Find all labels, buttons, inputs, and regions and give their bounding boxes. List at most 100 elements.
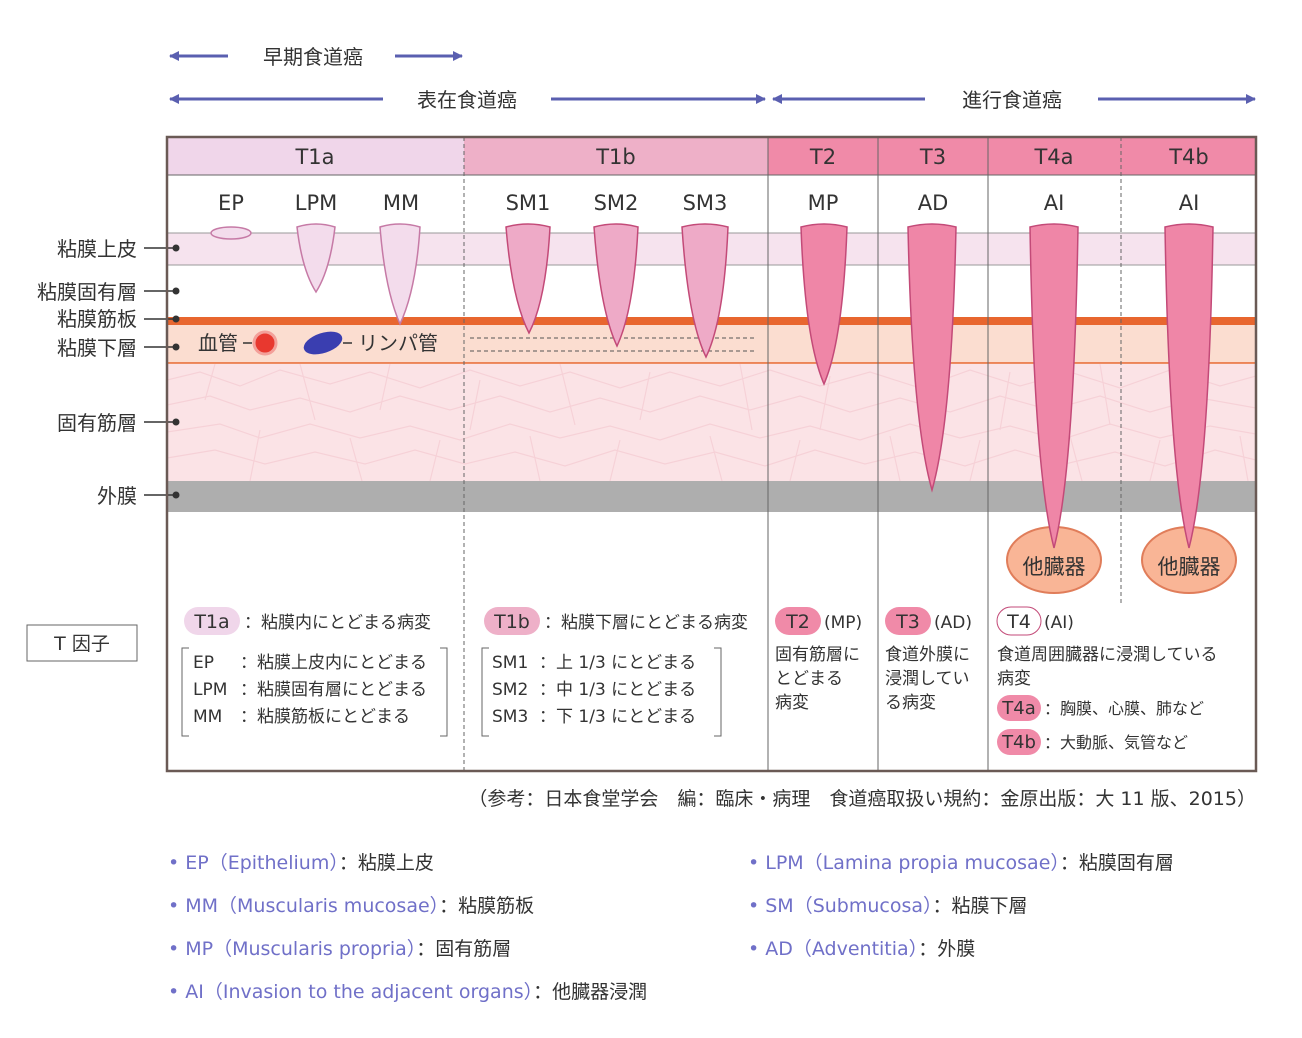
desc-t1b-item-0: ：上 1/3 にとどまる — [539, 653, 696, 673]
desc-t1a: T1a ：粘膜内にとどまる病変 EP ：粘膜上皮内にとどまる LPM ：粘膜固有… — [181, 607, 448, 737]
t-factor-box — [26, 624, 138, 662]
tumors: 他臓器 他臓器 — [210, 223, 1237, 594]
badge-t4b: T4b — [1001, 732, 1036, 753]
subheader-sm3: SM3 — [683, 191, 728, 215]
t1a-header-bg — [167, 137, 464, 175]
subheader-mp: MP — [808, 191, 839, 215]
column-dividers — [463, 137, 1122, 771]
glossary-ai: • AI（Invasion to the adjacent organs）：他臓… — [168, 981, 648, 1003]
subheader-lpm: LPM — [295, 191, 337, 215]
badge-t1b: T1b — [493, 611, 530, 633]
lymph-vessel-label: リンパ管 — [358, 331, 438, 355]
desc-t2-line-2: 病変 — [775, 693, 809, 713]
desc-t4: T4 (AI) 食道周囲臓器に浸潤している 病変 T4a ：胸膜、心膜、肺など … — [996, 606, 1218, 755]
tumor-sm2 — [593, 223, 639, 348]
superficial-cancer-label: 表在食道癌 — [417, 88, 517, 112]
desc-t1b: T1b ：粘膜下層にとどまる病変 SM1 ：上 1/3 にとどまる SM2 ：中… — [481, 607, 748, 737]
lymph-vessel — [303, 331, 343, 355]
desc-t4-abbr: (AI) — [1044, 613, 1074, 633]
desc-t1a-code-0: EP — [193, 653, 214, 673]
desc-t1b-code-2: SM3 — [492, 707, 528, 727]
desc-t1a-code-1: LPM — [193, 680, 227, 700]
desc-t1a-code-2: MM — [193, 707, 222, 727]
desc-t4a-text: ：胸膜、心膜、肺など — [1044, 699, 1204, 718]
desc-t4-line-1: 病変 — [997, 669, 1031, 689]
desc-t3-abbr: (AD) — [934, 613, 972, 633]
desc-t1b-code-0: SM1 — [492, 653, 528, 673]
reference-citation: （参考：日本食堂学会 編：臨床・病理 食道癌取扱い規約：金原出版：大 11 版、… — [468, 788, 1256, 810]
col-header-t2: T2 — [809, 145, 836, 169]
organ-label-t4a: 他臓器 — [1023, 555, 1086, 579]
label-lamina-propria: 粘膜固有層 — [37, 280, 137, 304]
desc-t1a-item-0: ：粘膜上皮内にとどまる — [240, 653, 427, 673]
desc-t3-line-1: 浸潤してい — [885, 669, 970, 689]
glossary-ep: • EP（Epithelium）：粘膜上皮 — [168, 852, 434, 874]
tumor-mp — [800, 223, 848, 386]
desc-t4-line-0: 食道周囲臓器に浸潤している — [997, 645, 1218, 665]
desc-t1a-item-2: ：粘膜筋板にとどまる — [240, 707, 410, 727]
layer-labels: 粘膜上皮 粘膜固有層 粘膜筋板 粘膜下層 固有筋層 外膜 — [37, 237, 180, 508]
subheader-sm2: SM2 — [594, 191, 639, 215]
badge-t2: T2 — [785, 611, 810, 633]
subheader-sm1: SM1 — [506, 191, 551, 215]
glossary-lpm: • LPM（Lamina propia mucosae）：粘膜固有層 — [748, 852, 1174, 874]
desc-t2: T2 (MP) 固有筋層に とどまる 病変 — [775, 607, 862, 713]
desc-t2-line-0: 固有筋層に — [775, 645, 860, 665]
badge-t3: T3 — [895, 611, 920, 633]
subheader-ai-t4b: AI — [1179, 191, 1200, 215]
desc-t4b-text: ：大動脈、気管など — [1044, 733, 1188, 752]
muscularis-propria-layer — [167, 364, 1256, 481]
early-cancer-arrow: 早期食道癌 — [169, 45, 463, 69]
tumor-mm — [379, 223, 421, 326]
desc-t1b-text: ：粘膜下層にとどまる病変 — [544, 613, 748, 633]
badge-t4: T4 — [1006, 611, 1031, 633]
glossary-mp: • MP（Muscularis propria）：固有筋層 — [168, 938, 512, 960]
subheader-ep: EP — [218, 191, 244, 215]
desc-t1b-item-1: ：中 1/3 にとどまる — [539, 680, 696, 700]
tumor-sm1 — [505, 223, 551, 335]
desc-t1b-item-2: ：下 1/3 にとどまる — [539, 707, 696, 727]
blood-vessel — [252, 330, 278, 356]
t1b-header-bg — [464, 137, 768, 175]
superficial-cancer-arrow: 表在食道癌 — [169, 88, 766, 112]
desc-t3-line-2: る病変 — [885, 693, 936, 713]
label-muscularis-mucosae: 粘膜筋板 — [57, 307, 137, 331]
desc-t1a-item-1: ：粘膜固有層にとどまる — [240, 680, 427, 700]
label-submucosa: 粘膜下層 — [57, 336, 137, 360]
t-factor-label: T 因子 — [53, 633, 110, 655]
glossary-mm: • MM（Muscularis mucosae）：粘膜筋板 — [168, 895, 535, 917]
desc-t1a-text: ：粘膜内にとどまる病変 — [244, 613, 431, 633]
desc-t2-line-1: とどまる — [775, 669, 843, 689]
adventitia-band — [167, 481, 1256, 512]
tumor-ai-t4a — [1029, 223, 1079, 549]
col-header-t3: T3 — [919, 145, 946, 169]
desc-t3: T3 (AD) 食道外膜に 浸潤してい る病変 — [885, 607, 972, 713]
diagram-frame — [165, 135, 1258, 773]
desc-t1b-code-1: SM2 — [492, 680, 528, 700]
glossary-sm: • SM（Submucosa）：粘膜下層 — [748, 895, 1028, 917]
vessels: 血管 リンパ管 — [198, 330, 438, 356]
badge-t4a: T4a — [1001, 698, 1035, 719]
tumor-sm3 — [681, 223, 729, 359]
tumor-ep — [210, 226, 252, 240]
label-epithelium: 粘膜上皮 — [57, 237, 137, 261]
early-cancer-label: 早期食道癌 — [263, 45, 363, 69]
glossary-ad: • AD（Adventitia）：外膜 — [748, 938, 976, 960]
tumor-lpm — [296, 223, 336, 294]
col-header-t1a: T1a — [294, 145, 334, 169]
label-muscularis-propria: 固有筋層 — [57, 411, 137, 435]
col-header-t4b: T4b — [1168, 145, 1209, 169]
desc-t2-abbr: (MP) — [824, 613, 862, 633]
col-header-t4a: T4a — [1033, 145, 1073, 169]
advanced-cancer-arrow: 進行食道癌 — [772, 88, 1256, 112]
subheader-ai-t4a: AI — [1044, 191, 1065, 215]
advanced-header-bg — [768, 137, 1256, 175]
subheader-ad: AD — [918, 191, 949, 215]
organ-label-t4b: 他臓器 — [1158, 555, 1221, 579]
desc-t3-line-0: 食道外膜に — [885, 645, 970, 665]
subheader-mm: MM — [383, 191, 419, 215]
tumor-ai-t4b — [1164, 223, 1214, 549]
blood-vessel-label: 血管 — [198, 331, 238, 355]
tumor-ad — [907, 223, 957, 493]
